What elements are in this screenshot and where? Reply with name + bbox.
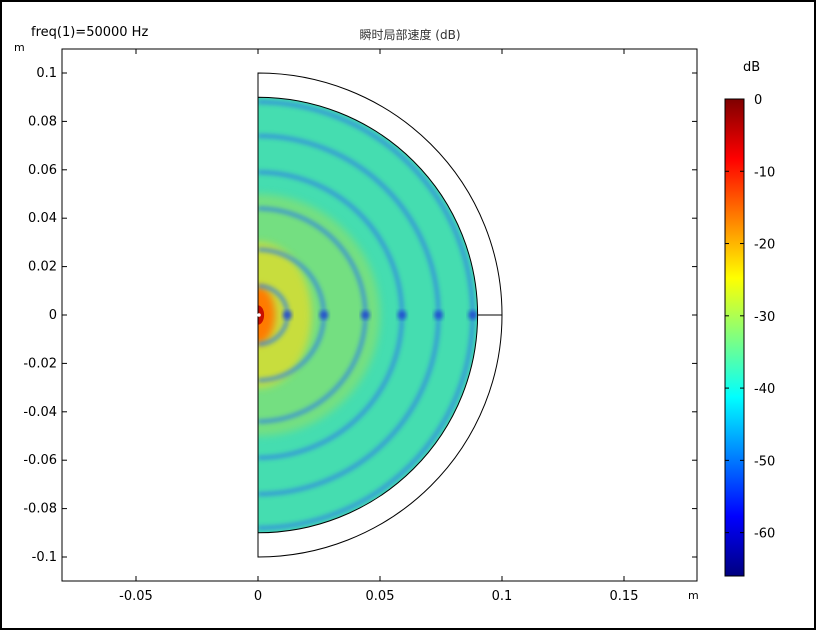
y-tick-label: 0.04 — [28, 211, 57, 226]
field-source-peak — [258, 305, 265, 325]
y-tick-label: -0.04 — [23, 405, 57, 420]
colorbar-tick-label: -30 — [754, 310, 775, 325]
y-tick-label: 0.06 — [28, 163, 57, 178]
y-tick-label: -0.08 — [23, 502, 57, 517]
y-tick-label: 0 — [49, 308, 57, 323]
field-source-glow — [258, 285, 276, 345]
axis-null-point — [319, 310, 329, 320]
colorbar — [724, 98, 745, 577]
y-tick-label: 0.08 — [28, 114, 57, 129]
plot-title: 瞬时局部速度 (dB) — [359, 28, 461, 42]
colorbar-tick-label: -20 — [754, 238, 775, 253]
axis-null-point — [282, 310, 292, 320]
inner-boundary — [257, 96, 479, 534]
y-tick-label: 0.02 — [28, 260, 57, 275]
axis-null-point — [397, 310, 407, 320]
colorbar-tick-label: -10 — [754, 165, 775, 180]
axis-null-point — [360, 310, 370, 320]
axis-null-point — [468, 310, 478, 320]
source-point — [257, 313, 261, 317]
field-near-zone — [258, 194, 380, 436]
parameter-label: freq(1)=50000 Hz — [31, 25, 149, 40]
x-tick-label: 0 — [254, 589, 262, 604]
y-tick-label: -0.02 — [23, 356, 57, 371]
y-tick-label: -0.06 — [23, 453, 57, 468]
x-tick-label: 0.1 — [492, 589, 513, 604]
colorbar-tick-label: -50 — [754, 454, 775, 469]
colorbar-tick-label: 0 — [754, 93, 762, 108]
colorbar-tick-label: -40 — [754, 382, 775, 397]
x-tick-label: 0.15 — [610, 589, 639, 604]
axis-null-point — [434, 310, 444, 320]
x-axis-unit: m — [688, 589, 699, 602]
x-tick-label: 0.05 — [366, 589, 395, 604]
y-axis-unit: m — [14, 41, 25, 54]
outer-boundary — [257, 72, 503, 558]
y-tick-label: -0.1 — [32, 550, 57, 565]
y-tick-label: 0.1 — [36, 66, 57, 81]
colorbar-unit: dB — [743, 60, 761, 75]
x-tick-label: -0.05 — [119, 589, 153, 604]
field-heatmap — [258, 97, 478, 533]
colorbar-tick-label: -60 — [754, 527, 775, 542]
